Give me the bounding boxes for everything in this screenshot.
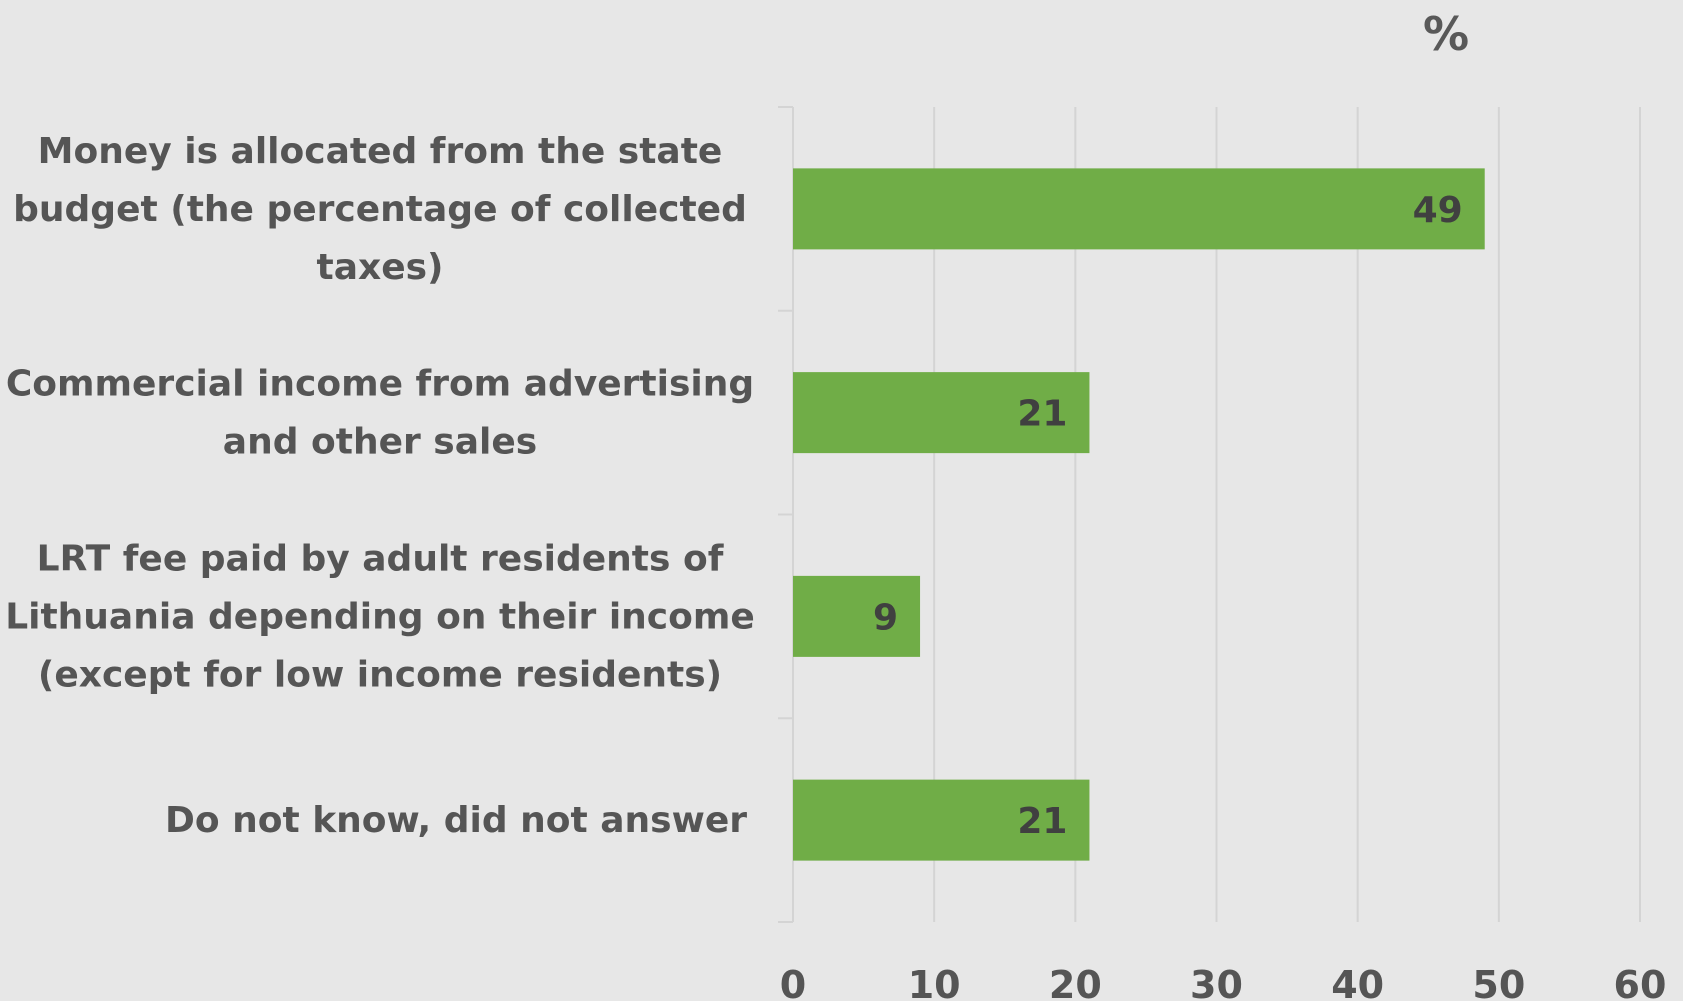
x-tick-label: 50 [1472, 963, 1525, 1001]
bars: 49 21 9 21 [793, 168, 1485, 861]
x-tick-label: 40 [1331, 963, 1384, 1001]
bar [793, 779, 1090, 861]
category-label: Do not know, did not answer [165, 800, 747, 841]
data-label: 21 [1017, 801, 1067, 842]
category-axis [778, 106, 794, 923]
bar [793, 575, 921, 657]
x-tick-label: 60 [1614, 963, 1667, 1001]
data-label: 21 [1017, 394, 1067, 435]
category-label: Money is allocated from the state [38, 131, 723, 172]
data-label: 9 [873, 597, 898, 638]
category-label: Lithuania depending on their income [5, 596, 755, 637]
x-tick-label: 20 [1049, 963, 1102, 1001]
unit-label: % [1423, 7, 1469, 61]
bar [793, 168, 1485, 250]
category-label: and other sales [223, 422, 537, 463]
category-label: taxes) [316, 247, 443, 288]
category-label: LRT fee paid by adult residents of [37, 538, 724, 579]
category-label: Commercial income from advertising [6, 364, 754, 405]
x-tick-label: 0 [780, 963, 806, 1001]
category-label: (except for low income residents) [38, 654, 722, 695]
x-axis-ticks: 0 10 20 30 40 50 60 [780, 963, 1667, 1001]
bar [793, 372, 1090, 454]
data-label: 49 [1413, 190, 1463, 231]
x-tick-label: 30 [1190, 963, 1243, 1001]
category-labels: Money is allocated from the state budget … [5, 131, 755, 841]
x-tick-label: 10 [908, 963, 961, 1001]
category-label: budget (the percentage of collected [13, 189, 747, 230]
